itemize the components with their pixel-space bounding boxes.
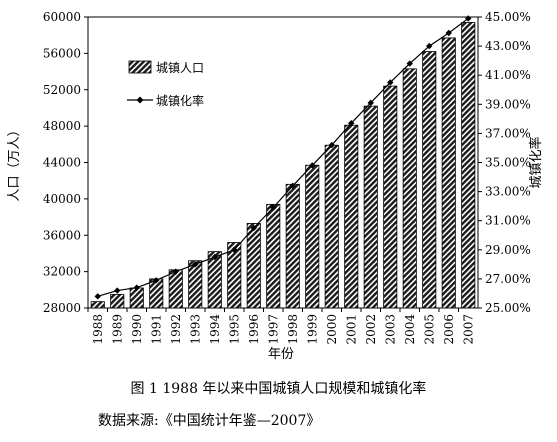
y-right-tick-label: 39.00% — [485, 97, 531, 111]
y-right-tick-label: 27.00% — [485, 272, 531, 286]
bar — [246, 223, 261, 309]
figure-caption: 图 1 1988 年以来中国城镇人口规模和城镇化率 — [130, 381, 427, 397]
rate-point — [309, 162, 316, 169]
y-right-tick-label: 37.00% — [485, 126, 531, 140]
x-tick-label: 2003 — [383, 314, 397, 345]
y-right-tick-label: 25.00% — [485, 301, 531, 315]
x-tick-label: 1993 — [188, 314, 202, 345]
x-tick-label: 1995 — [227, 314, 241, 345]
rate-point — [406, 60, 413, 67]
rate-point — [94, 293, 101, 300]
x-tick-label: 1996 — [247, 314, 261, 345]
bar — [402, 68, 417, 309]
rate-point — [231, 246, 238, 253]
x-tick-label: 2002 — [364, 314, 378, 345]
y-left-tick-label: 48000 — [43, 119, 81, 133]
bar — [422, 51, 437, 309]
rate-point — [114, 287, 121, 294]
rate-point — [348, 120, 355, 127]
y-left-tick-label: 52000 — [43, 83, 81, 97]
y-right-tick-label: 43.00% — [485, 39, 531, 53]
chart: 28000 32000 36000 40000 44000 48000 52000 56000… — [7, 10, 544, 362]
rate-point — [445, 29, 452, 37]
x-tick-label: 2000 — [325, 314, 339, 345]
bar — [188, 260, 203, 309]
bar — [363, 105, 378, 309]
y-right-tick-label: 31.00% — [485, 214, 531, 228]
bar — [207, 251, 222, 309]
x-tick-label: 1998 — [286, 314, 300, 345]
rate-point — [465, 15, 472, 22]
line-layer — [94, 15, 472, 300]
y-right-axis-title: 城镇化率 — [528, 136, 544, 188]
x-tick-label: 1997 — [266, 314, 280, 345]
bar — [305, 164, 320, 309]
bar — [168, 269, 183, 309]
y-left-axis-title: 人口（万人） — [7, 123, 22, 201]
x-tick-label: 2004 — [403, 314, 417, 345]
legend-label-rate: 城镇化率 — [156, 93, 204, 108]
bar — [285, 183, 300, 309]
x-tick-label: 2006 — [442, 314, 456, 345]
bar — [227, 242, 242, 309]
rate-point — [387, 79, 394, 86]
rate-point — [192, 261, 199, 268]
rate-point — [270, 204, 277, 211]
x-tick-label: 1994 — [208, 314, 222, 345]
y-left-tick-label: 44000 — [43, 156, 81, 170]
y-right-tick-label: 29.00% — [485, 243, 531, 257]
y-right-tick-label: 35.00% — [485, 156, 531, 170]
y-left-tick-label: 28000 — [43, 301, 81, 315]
y-right-tick-label: 45.00% — [485, 10, 531, 24]
y-left-tick-label: 36000 — [43, 228, 81, 242]
rate-point — [426, 42, 433, 50]
y-left-tick-label: 40000 — [43, 192, 81, 206]
y-left-tick-label: 60000 — [43, 10, 81, 24]
bar — [110, 293, 125, 309]
x-tick-label: 1991 — [149, 314, 163, 345]
x-axis-title: 年份 — [268, 347, 294, 362]
bar — [344, 124, 359, 309]
x-tick-label: 1989 — [110, 314, 124, 345]
x-tick-label: 2001 — [344, 314, 358, 345]
bar — [383, 85, 398, 309]
figure-source: 数据来源:《中国统计年鉴—2007》 — [98, 413, 321, 429]
bar — [129, 287, 144, 309]
x-tick-label: 1999 — [305, 314, 319, 345]
y-left-tick-label: 56000 — [43, 46, 81, 60]
y-right-tick-label: 33.00% — [485, 185, 531, 199]
y-right-tick-label: 41.00% — [485, 68, 531, 82]
legend-swatch-marker — [136, 96, 144, 104]
rate-point — [367, 99, 374, 107]
x-tick-label: 1988 — [91, 314, 105, 345]
axes-layer: 28000 32000 36000 40000 44000 48000 52000 56000… — [7, 10, 544, 362]
rate-point — [328, 141, 335, 149]
rate-point — [133, 284, 140, 291]
x-tick-label: 2007 — [461, 314, 475, 345]
bar — [90, 301, 105, 309]
bar — [324, 144, 339, 309]
rate-point — [211, 253, 218, 261]
rate-point — [172, 268, 179, 275]
rate-point — [153, 277, 160, 284]
x-tick-label: 2005 — [422, 314, 436, 345]
bar — [461, 22, 476, 309]
bars-layer — [90, 22, 476, 309]
x-tick-label: 1992 — [169, 314, 183, 345]
rate-point — [289, 182, 296, 189]
legend-label-population: 城镇人口 — [156, 61, 204, 75]
rate-line — [97, 17, 469, 297]
y-left-tick-label: 32000 — [43, 265, 81, 279]
bar — [266, 203, 281, 309]
bar — [441, 37, 456, 309]
x-tick-label: 1990 — [130, 314, 144, 345]
legend-swatch-bar — [128, 60, 152, 74]
rate-point — [250, 224, 257, 232]
